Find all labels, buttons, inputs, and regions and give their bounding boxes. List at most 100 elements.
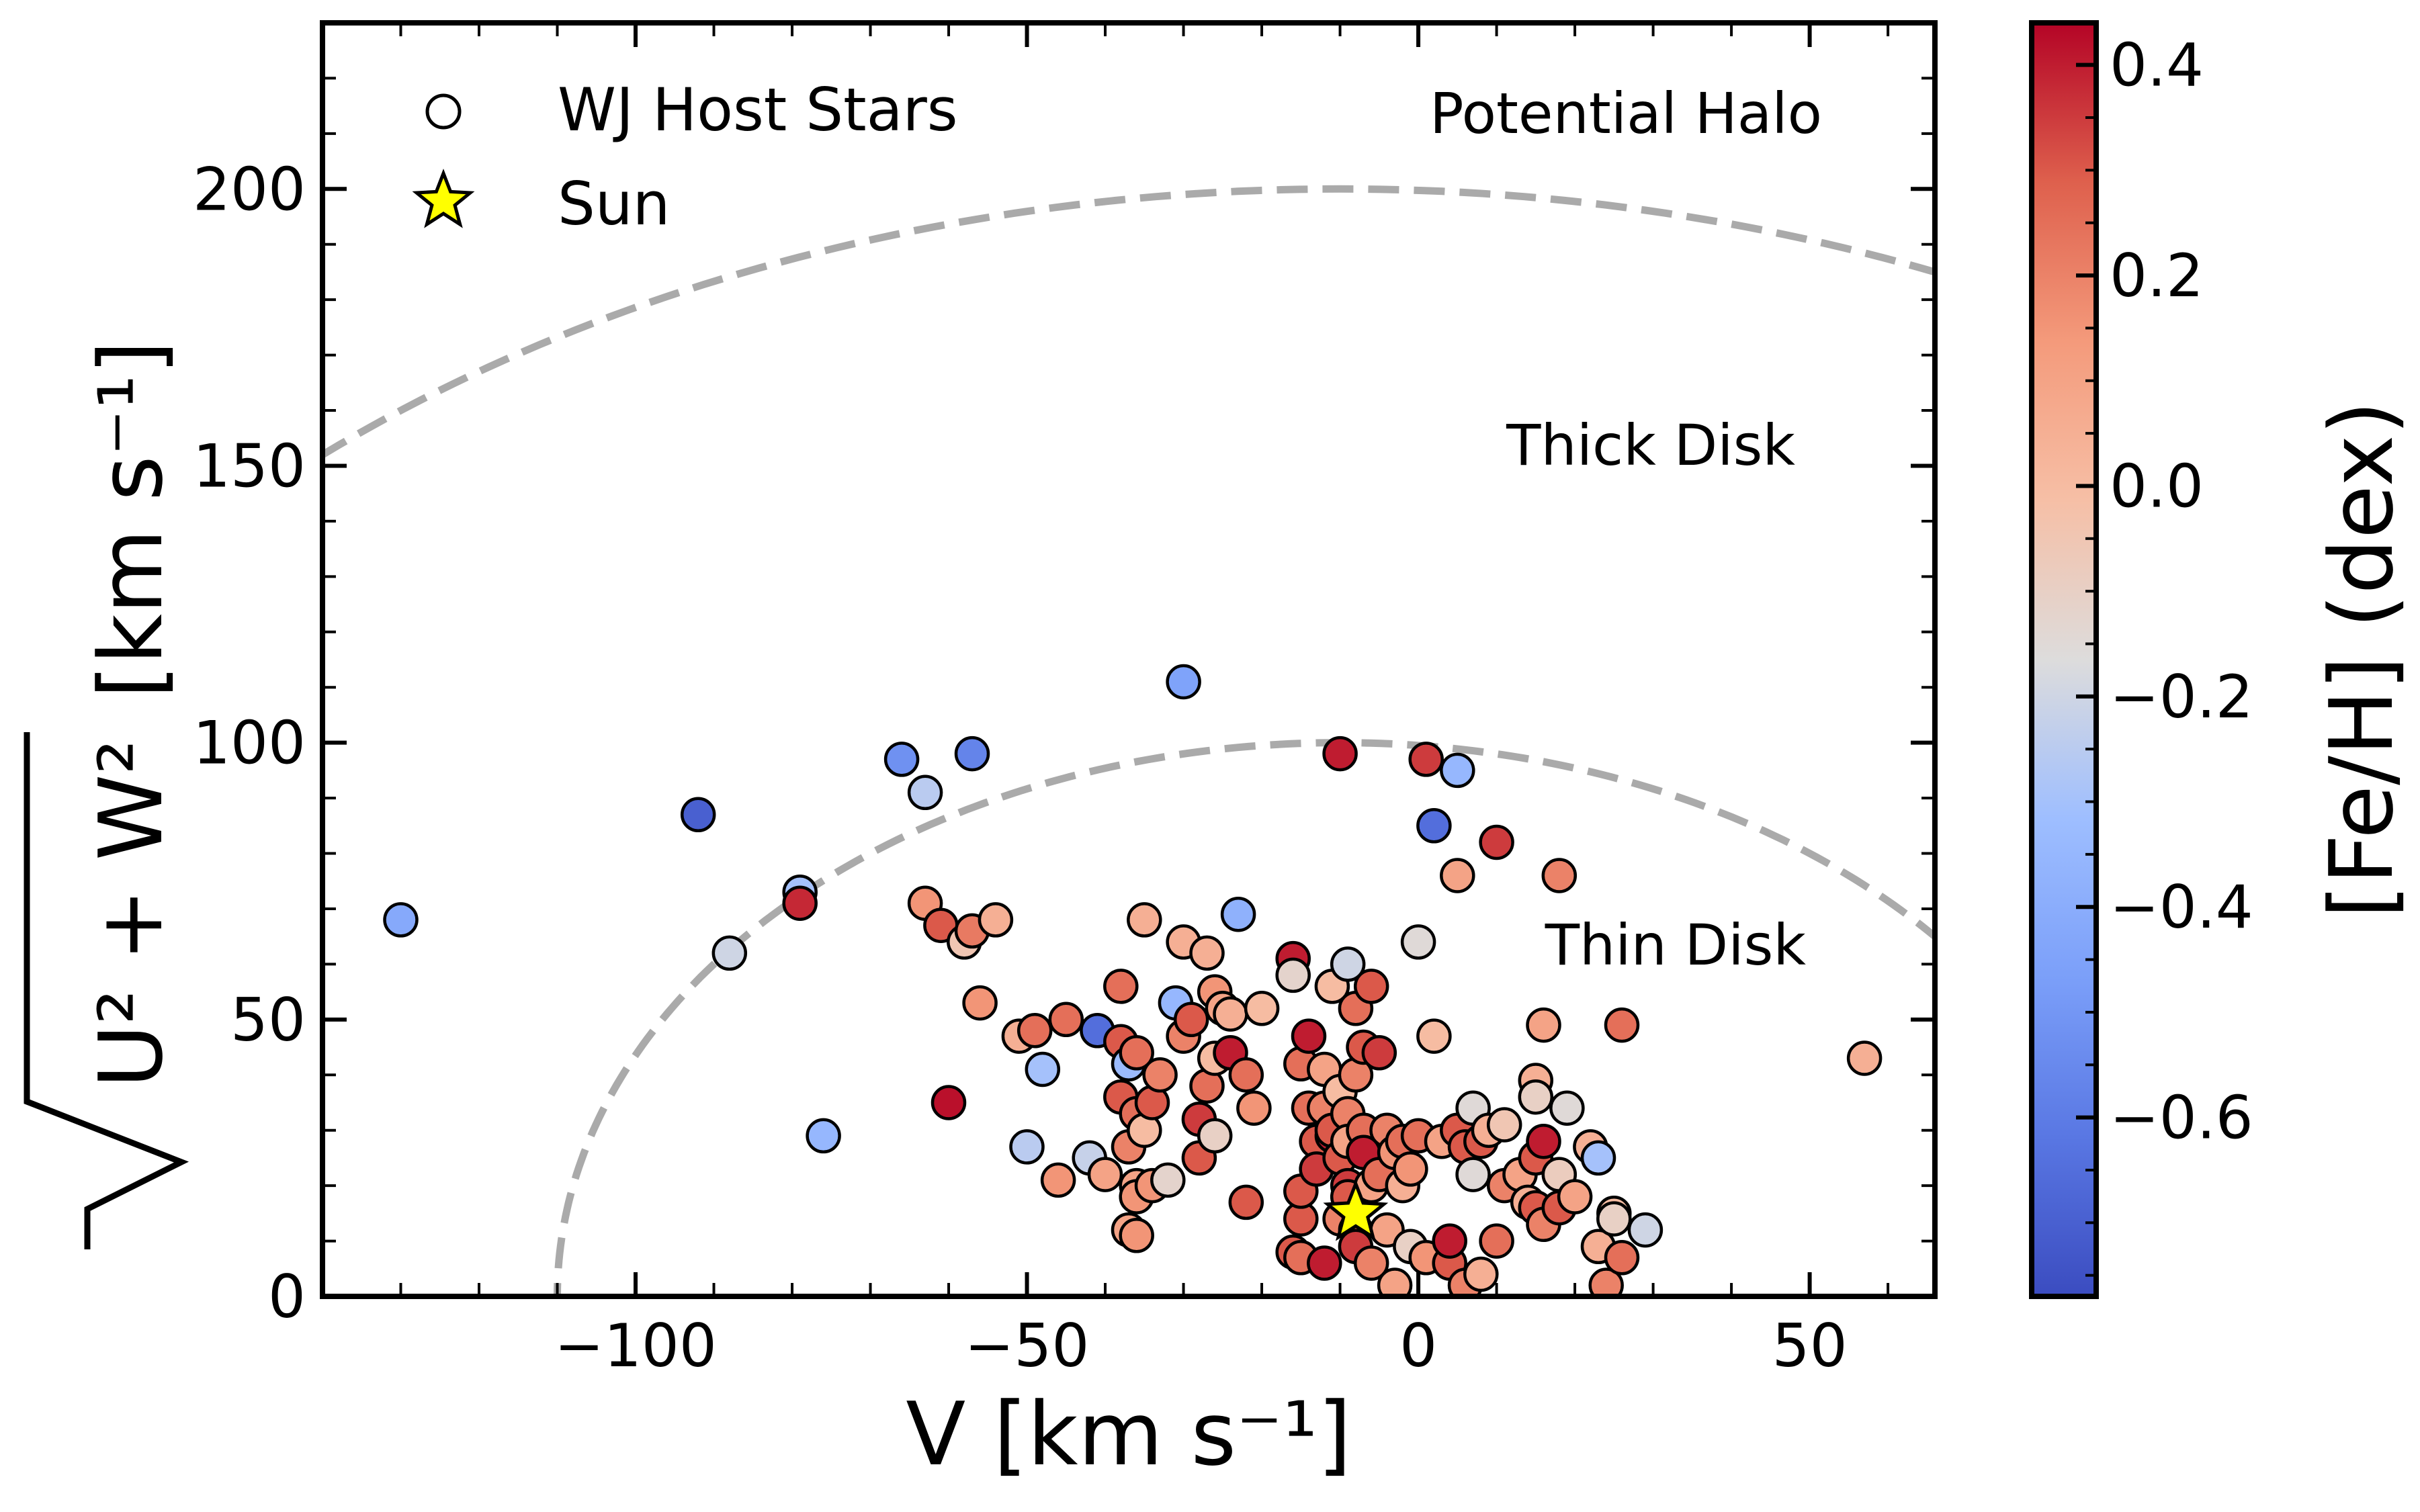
data-point bbox=[1416, 1018, 1452, 1054]
data-point bbox=[1408, 742, 1444, 777]
colorbar: 0.4 0.2 0.0 −0.2 −0.4 −0.6 [Fe/H] (dex) bbox=[2029, 20, 2413, 1299]
boundary-arc-200 bbox=[322, 185, 1935, 459]
data-point bbox=[383, 902, 419, 938]
data-point bbox=[1087, 1157, 1123, 1192]
data-point bbox=[1353, 1245, 1389, 1281]
sun-marker bbox=[1323, 1179, 1389, 1241]
data-point bbox=[1220, 896, 1256, 932]
data-point bbox=[1463, 1256, 1499, 1292]
data-point bbox=[1604, 1240, 1640, 1276]
data-point bbox=[1479, 824, 1514, 860]
x-tick-label: 0 bbox=[1399, 1311, 1437, 1380]
data-point bbox=[1377, 1268, 1413, 1296]
y-axis-radical-text: U² + W² bbox=[80, 740, 182, 1089]
data-point bbox=[907, 774, 943, 811]
data-point bbox=[1518, 1079, 1554, 1115]
annotation-potential-halo: Potential Halo bbox=[1430, 81, 1822, 146]
data-point bbox=[1244, 991, 1280, 1026]
data-point bbox=[1166, 664, 1201, 700]
data-point bbox=[1025, 1051, 1061, 1087]
y-tick-label: 0 bbox=[268, 1262, 306, 1331]
data-point bbox=[1119, 1218, 1154, 1253]
plot-frame bbox=[320, 20, 1938, 1299]
colorbar-gradient bbox=[2029, 20, 2099, 1299]
data-point bbox=[1048, 1002, 1084, 1038]
colorbar-tick-label: 0.2 bbox=[2110, 241, 2204, 310]
data-point bbox=[680, 797, 716, 833]
data-point bbox=[1486, 1107, 1522, 1143]
data-point bbox=[1627, 1212, 1663, 1248]
x-axis-ticks: −100 −50 0 50 bbox=[321, 23, 1890, 1380]
data-point bbox=[1330, 946, 1366, 982]
data-point bbox=[1393, 1151, 1428, 1187]
annotation-thick-disk: Thick Disk bbox=[1506, 412, 1795, 478]
data-point bbox=[782, 885, 818, 921]
data-point bbox=[1173, 1002, 1209, 1038]
data-point bbox=[1400, 924, 1436, 960]
data-point bbox=[1142, 1057, 1178, 1093]
data-points bbox=[383, 664, 1883, 1296]
y-axis-ticks: 0 50 100 150 200 bbox=[193, 21, 1935, 1331]
data-point bbox=[1189, 935, 1225, 971]
colorbar-title: [Fe/H] (dex) bbox=[2310, 401, 2413, 919]
data-point bbox=[1307, 1245, 1342, 1281]
data-point bbox=[1416, 808, 1452, 844]
legend-marker-star bbox=[412, 169, 475, 228]
data-point bbox=[1846, 1040, 1883, 1076]
colorbar-ticks: 0.4 0.2 0.0 −0.2 −0.4 −0.6 bbox=[2076, 31, 2253, 1277]
y-axis-units: [km s⁻¹] bbox=[80, 341, 182, 699]
y-tick-label: 200 bbox=[193, 154, 306, 224]
data-point bbox=[1150, 1162, 1186, 1198]
x-axis-title: V [km s⁻¹] bbox=[906, 1383, 1351, 1485]
data-point bbox=[1580, 1140, 1616, 1176]
data-point bbox=[1526, 1123, 1561, 1159]
data-point bbox=[931, 1085, 967, 1120]
colorbar-tick-label: −0.2 bbox=[2110, 662, 2253, 731]
y-tick-label: 100 bbox=[193, 709, 306, 778]
x-tick-label: −100 bbox=[554, 1311, 717, 1380]
data-point bbox=[806, 1118, 841, 1154]
data-point bbox=[1588, 1268, 1624, 1296]
data-point bbox=[1322, 736, 1358, 772]
data-point bbox=[1127, 902, 1162, 938]
data-point bbox=[1275, 957, 1311, 993]
data-point bbox=[1596, 1201, 1632, 1237]
x-tick-label: 50 bbox=[1772, 1311, 1848, 1380]
legend-marker-circle bbox=[425, 93, 462, 130]
y-tick-label: 150 bbox=[193, 431, 306, 500]
y-tick-label: 50 bbox=[230, 985, 306, 1055]
data-point bbox=[1353, 969, 1389, 1004]
colorbar-tick-label: −0.6 bbox=[2110, 1083, 2253, 1153]
data-point bbox=[1557, 1179, 1593, 1214]
data-point bbox=[1440, 858, 1475, 893]
data-point bbox=[978, 902, 1014, 938]
colorbar-tick-label: 0.4 bbox=[2110, 31, 2204, 100]
colorbar-tick-label: −0.4 bbox=[2110, 873, 2253, 942]
data-point bbox=[1526, 1007, 1561, 1043]
data-point bbox=[883, 742, 920, 777]
data-point bbox=[1479, 1223, 1514, 1259]
sun-marker-group bbox=[1323, 1179, 1389, 1241]
data-point bbox=[1009, 1129, 1045, 1165]
legend: WJ Host Stars Sun bbox=[412, 75, 958, 238]
legend-label-host-stars: WJ Host Stars bbox=[558, 75, 958, 144]
y-axis-title: U² + W² [km s⁻¹] bbox=[24, 341, 189, 1249]
data-point bbox=[1432, 1223, 1467, 1259]
colorbar-tick-label: 0.0 bbox=[2110, 451, 2204, 521]
data-point bbox=[1604, 1007, 1640, 1043]
data-point bbox=[711, 935, 748, 971]
data-point bbox=[1103, 969, 1139, 1004]
data-point bbox=[1119, 1035, 1154, 1071]
data-point bbox=[1228, 1184, 1264, 1220]
data-point bbox=[1361, 1035, 1397, 1071]
data-point bbox=[1213, 996, 1248, 1032]
data-point bbox=[1236, 1090, 1272, 1126]
legend-label-sun: Sun bbox=[558, 169, 670, 238]
data-point bbox=[1440, 752, 1475, 789]
data-point bbox=[1017, 1013, 1053, 1049]
data-point bbox=[1541, 858, 1578, 893]
data-point bbox=[1549, 1090, 1585, 1126]
data-point bbox=[1291, 1018, 1327, 1054]
data-point bbox=[962, 985, 998, 1021]
